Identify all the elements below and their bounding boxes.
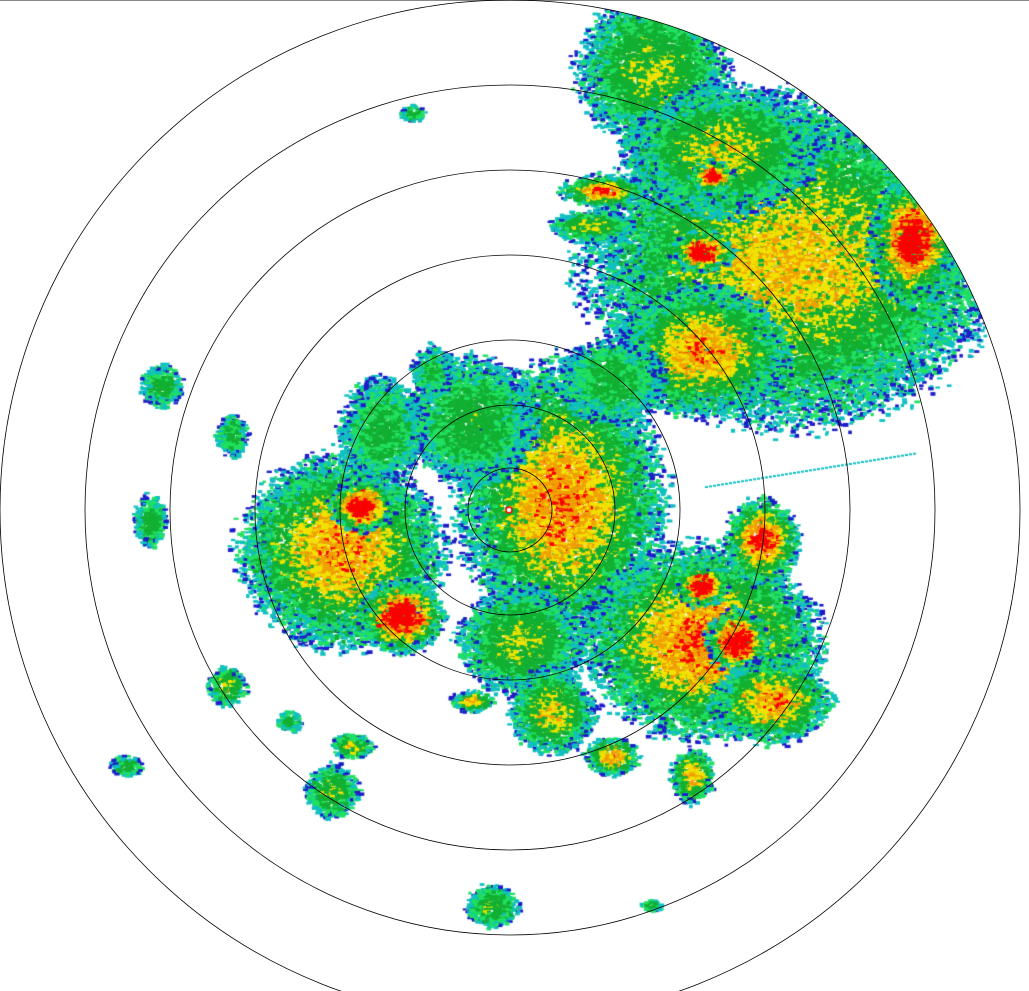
range-ring-1 [467, 467, 553, 553]
range-ring-3 [339, 339, 681, 681]
range-ring-4 [254, 254, 766, 766]
range-ring-5 [169, 169, 851, 851]
range-ring-2 [404, 404, 616, 616]
range-ring-6 [84, 84, 936, 936]
